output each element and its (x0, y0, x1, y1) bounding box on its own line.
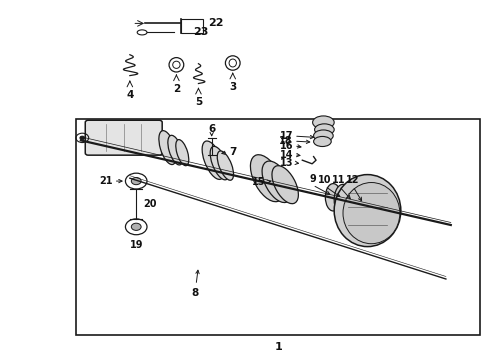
Ellipse shape (314, 136, 331, 147)
Text: 6: 6 (208, 124, 215, 134)
Text: 22: 22 (208, 18, 224, 28)
Text: 8: 8 (192, 288, 198, 298)
Ellipse shape (355, 193, 370, 218)
Text: 16: 16 (279, 141, 293, 151)
Ellipse shape (210, 146, 229, 180)
Text: 19: 19 (129, 240, 143, 250)
Bar (181, 19, 203, 33)
Text: 21: 21 (99, 176, 113, 186)
Ellipse shape (343, 183, 400, 244)
Text: 3: 3 (229, 82, 236, 92)
Text: 4: 4 (126, 90, 134, 100)
Text: 13: 13 (279, 158, 293, 168)
Ellipse shape (250, 155, 284, 202)
Text: 10: 10 (318, 175, 332, 185)
Ellipse shape (272, 166, 298, 204)
Circle shape (131, 177, 141, 185)
Ellipse shape (176, 140, 189, 166)
Ellipse shape (262, 161, 292, 203)
Text: 1: 1 (274, 342, 282, 352)
Text: 2: 2 (173, 84, 180, 94)
Text: 14: 14 (279, 150, 293, 160)
Ellipse shape (345, 189, 361, 216)
Ellipse shape (334, 184, 352, 215)
Text: 11: 11 (332, 175, 346, 185)
Ellipse shape (313, 116, 334, 129)
Ellipse shape (202, 141, 224, 179)
Ellipse shape (314, 130, 333, 141)
Ellipse shape (325, 184, 341, 211)
Ellipse shape (315, 124, 334, 135)
Text: 12: 12 (346, 175, 360, 185)
Text: 17: 17 (279, 131, 293, 141)
Text: 23: 23 (194, 27, 209, 37)
Bar (76, 119, 480, 335)
Ellipse shape (334, 175, 401, 247)
Text: 7: 7 (229, 147, 237, 157)
Text: 15: 15 (252, 177, 266, 187)
Circle shape (131, 223, 141, 230)
Text: 9: 9 (309, 174, 316, 184)
Ellipse shape (217, 151, 234, 180)
Text: 18: 18 (279, 136, 293, 146)
Text: 20: 20 (143, 199, 157, 210)
FancyBboxPatch shape (85, 120, 162, 155)
Text: 5: 5 (195, 97, 202, 107)
Ellipse shape (168, 135, 183, 165)
Ellipse shape (159, 131, 176, 165)
Circle shape (80, 136, 85, 140)
